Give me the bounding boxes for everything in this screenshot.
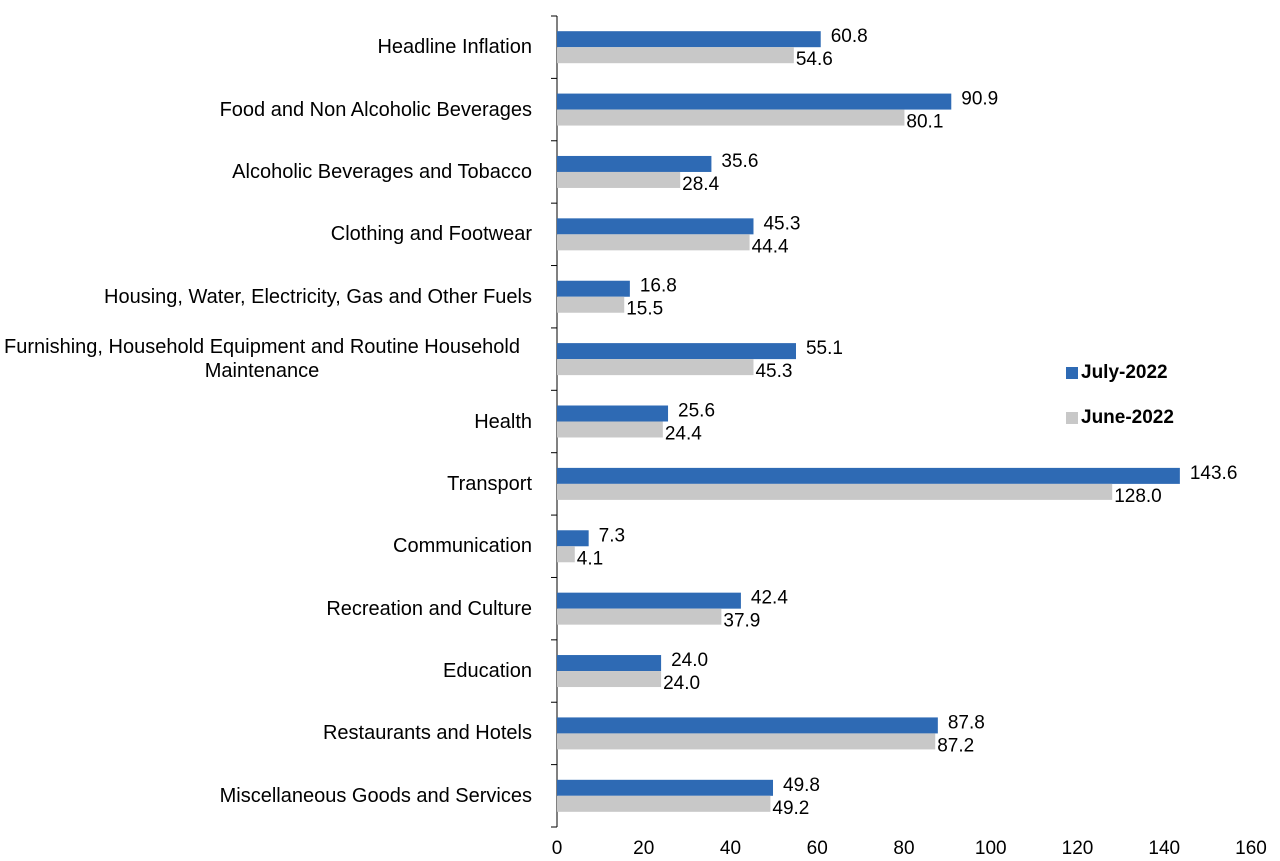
value-label: 128.0	[1114, 486, 1162, 507]
value-label: 37.9	[723, 611, 760, 632]
value-label: 35.6	[721, 151, 758, 172]
y-tick-label: Clothing and Footwear	[0, 204, 532, 264]
value-label: 24.0	[663, 673, 700, 694]
bar	[557, 31, 821, 48]
value-label: 4.1	[577, 548, 603, 569]
value-label: 28.4	[682, 174, 719, 195]
y-tick-label: Communication	[0, 516, 532, 576]
bar	[557, 779, 774, 796]
value-label: 7.3	[599, 525, 625, 546]
category-text: Miscellaneous Goods and Services	[219, 784, 532, 807]
value-label: 24.4	[665, 424, 702, 445]
value-label: 54.6	[796, 49, 833, 70]
value-label: 15.5	[626, 299, 663, 320]
value-label: 49.2	[772, 798, 809, 819]
y-tick-label: Housing, Water, Electricity, Gas and Oth…	[0, 267, 532, 327]
bar	[557, 671, 662, 688]
y-tick-label: Recreation and Culture	[0, 579, 532, 639]
bar	[557, 47, 794, 64]
y-tick-label: Headline Inflation	[0, 17, 532, 77]
x-tick-label: 60	[807, 838, 828, 859]
x-tick-label: 160	[1235, 838, 1267, 859]
bar	[557, 717, 938, 734]
bar	[557, 280, 630, 297]
value-label: 143.6	[1190, 463, 1238, 484]
category-text: Headline Inflation	[377, 36, 532, 59]
bar	[557, 405, 669, 422]
bar	[557, 655, 662, 672]
x-tick-label: 0	[552, 838, 563, 859]
y-tick-label: Education	[0, 641, 532, 701]
category-text: Communication	[393, 535, 532, 558]
legend-swatch	[1066, 412, 1078, 424]
legend-label: July-2022	[1081, 362, 1168, 383]
category-text: Clothing and Footwear	[330, 223, 532, 246]
bar	[557, 218, 754, 235]
category-text: Restaurants and Hotels	[322, 722, 532, 745]
value-label: 45.3	[763, 213, 800, 234]
value-label: 16.8	[640, 276, 677, 297]
value-label: 49.8	[783, 775, 820, 796]
category-text: Housing, Water, Electricity, Gas and Oth…	[104, 285, 532, 308]
category-text: Transport	[447, 472, 532, 495]
y-tick-label: Restaurants and Hotels	[0, 703, 532, 763]
value-label: 87.2	[937, 735, 974, 756]
y-tick-label: Transport	[0, 454, 532, 514]
value-label: 44.4	[752, 236, 789, 257]
y-tick-label: Alcoholic Beverages and Tobacco	[0, 142, 532, 202]
x-tick-label: 100	[975, 838, 1007, 859]
value-label: 45.3	[755, 361, 792, 382]
bar	[557, 93, 952, 110]
bar	[557, 733, 936, 750]
category-text: Food and Non Alcoholic Beverages	[219, 98, 532, 121]
bar	[557, 421, 663, 438]
legend-label: June-2022	[1081, 407, 1174, 428]
x-tick-label: 20	[633, 838, 654, 859]
bar	[557, 530, 589, 547]
x-tick-label: 120	[1062, 838, 1094, 859]
bar	[557, 467, 1180, 484]
bar	[557, 359, 754, 376]
bar	[557, 483, 1113, 500]
y-tick-label: Health	[0, 392, 532, 452]
bar	[557, 296, 625, 313]
bar	[557, 608, 722, 625]
x-tick-label: 80	[893, 838, 914, 859]
x-tick-label: 140	[1148, 838, 1180, 859]
legend-swatch	[1066, 367, 1078, 379]
category-text: Recreation and Culture	[326, 597, 532, 620]
y-tick-label: Food and Non Alcoholic Beverages	[0, 80, 532, 140]
value-label: 87.8	[948, 712, 985, 733]
bar	[557, 155, 712, 172]
value-label: 24.0	[671, 650, 708, 671]
category-text: Alcoholic Beverages and Tobacco	[232, 160, 532, 183]
bar	[557, 234, 750, 251]
bar	[557, 546, 575, 563]
bar	[557, 592, 741, 609]
category-text: Furnishing, Household Equipment and Rout…	[4, 336, 520, 383]
value-label: 55.1	[806, 338, 843, 359]
category-text: Education	[443, 660, 532, 683]
value-label: 42.4	[751, 588, 788, 609]
value-label: 90.9	[961, 89, 998, 110]
category-text: Health	[474, 410, 532, 433]
value-label: 25.6	[678, 401, 715, 422]
bar	[557, 795, 771, 812]
y-tick-label: Furnishing, Household Equipment and Rout…	[0, 329, 532, 389]
x-tick-label: 40	[720, 838, 741, 859]
y-tick-label: Miscellaneous Goods and Services	[0, 766, 532, 826]
bar	[557, 171, 681, 188]
value-label: 80.1	[906, 112, 943, 133]
value-label: 60.8	[831, 26, 868, 47]
bar	[557, 343, 796, 360]
bar	[557, 109, 905, 126]
